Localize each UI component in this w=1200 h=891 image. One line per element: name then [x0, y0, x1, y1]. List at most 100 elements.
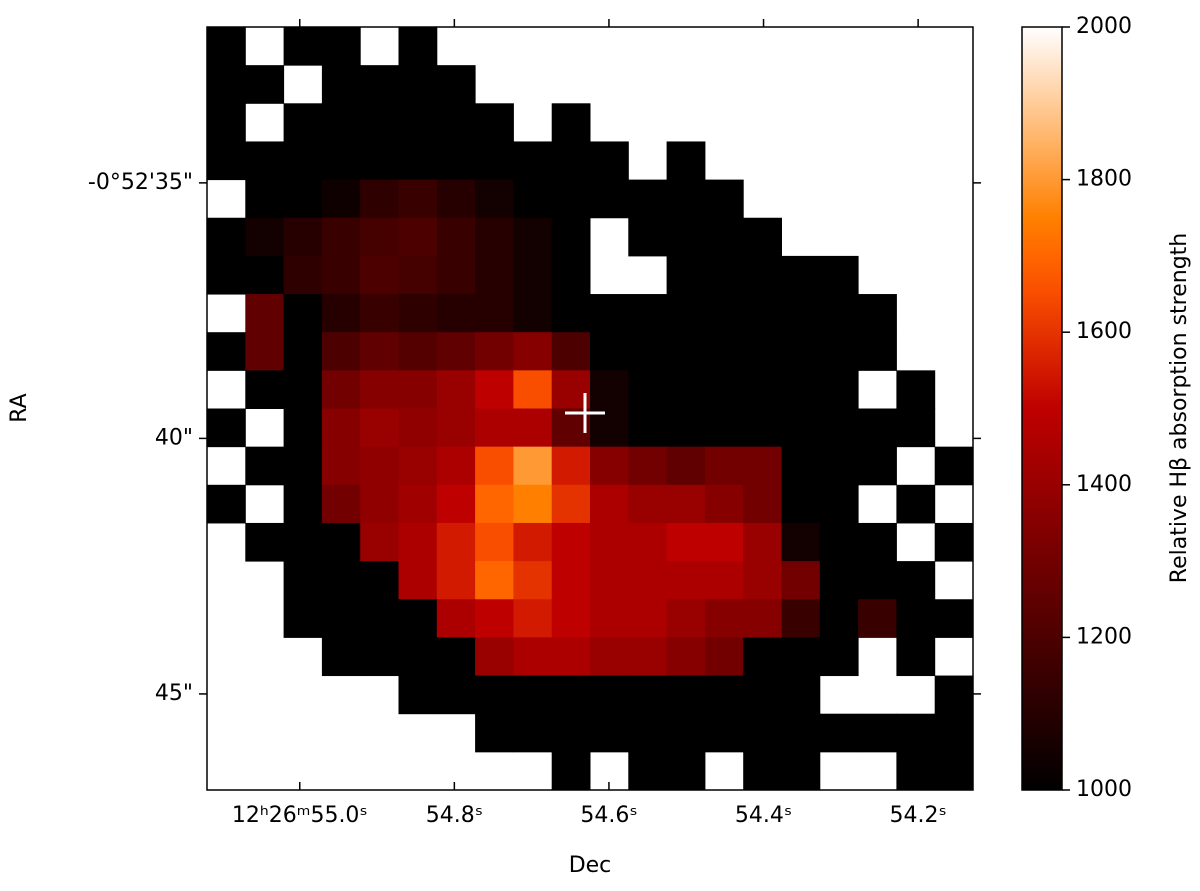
- heatmap-cell: [551, 103, 591, 142]
- heatmap-cell: [590, 370, 629, 409]
- heatmap-cell: [704, 217, 744, 257]
- heatmap-cell: [513, 141, 553, 181]
- heatmap-cell: [513, 484, 553, 524]
- heatmap-cell: [666, 599, 706, 638]
- heatmap-cell: [628, 332, 668, 371]
- heatmap-cell: [628, 179, 668, 219]
- heatmap-cell: [245, 332, 285, 371]
- heatmap-cell: [398, 408, 438, 448]
- heatmap-cell: [321, 446, 361, 486]
- x-tick-label: 54.4ˢ: [735, 803, 792, 828]
- heatmap-cell: [207, 332, 246, 371]
- heatmap-cell: [360, 255, 399, 295]
- heatmap-cell: [704, 522, 744, 562]
- heatmap-cell: [819, 408, 859, 448]
- heatmap-cell: [360, 637, 399, 677]
- heatmap-cell: [513, 217, 553, 257]
- heatmap-cell: [207, 141, 246, 181]
- heatmap-cell: [819, 561, 859, 600]
- heatmap-cell: [245, 294, 285, 333]
- heatmap-cell: [283, 599, 323, 638]
- heatmap-cell: [743, 599, 782, 638]
- heatmap-cell: [398, 561, 438, 600]
- colorbar-tick-label: 2000: [1076, 14, 1132, 39]
- heatmap-cell: [743, 561, 782, 600]
- heatmap-cell: [934, 446, 974, 486]
- heatmap-cell: [819, 713, 859, 753]
- heatmap-cell: [436, 141, 476, 181]
- heatmap-cell: [743, 255, 782, 295]
- heatmap-cell: [551, 141, 591, 181]
- heatmap-cell: [513, 637, 553, 677]
- heatmap-cell: [858, 446, 897, 486]
- heatmap-cell: [781, 446, 821, 486]
- heatmap-cell: [513, 179, 553, 219]
- heatmap-cell: [436, 370, 476, 409]
- heatmap-cell: [207, 103, 246, 142]
- heatmap-cell: [819, 599, 859, 638]
- heatmap-cell: [704, 370, 744, 409]
- center-marker: [565, 393, 605, 433]
- heatmap-cell: [283, 27, 323, 66]
- heatmap-cell: [743, 446, 782, 486]
- heatmap-cell: [551, 255, 591, 295]
- heatmap-cell: [475, 561, 514, 600]
- heatmap-cell: [398, 446, 438, 486]
- heatmap-cell: [360, 141, 399, 181]
- heatmap-cell: [398, 675, 438, 715]
- heatmap-cell: [628, 561, 668, 600]
- heatmap-cell: [896, 713, 936, 753]
- heatmap-cell: [743, 675, 782, 715]
- heatmap-cell: [398, 599, 438, 638]
- heatmap-cell: [551, 179, 591, 219]
- heatmap-cell: [321, 561, 361, 600]
- plot-frame: [206, 26, 974, 791]
- heatmap-cell: [666, 522, 706, 562]
- heatmap-cell: [283, 332, 323, 371]
- heatmap-cell: [321, 599, 361, 638]
- heatmap-cell: [513, 599, 553, 638]
- heatmap-cell: [628, 217, 668, 257]
- heatmap-cell: [590, 179, 629, 219]
- y-tick-label: 45": [155, 681, 193, 706]
- heatmap-cell: [398, 484, 438, 524]
- heatmap-cell: [207, 484, 246, 524]
- heatmap-cell: [321, 217, 361, 257]
- heatmap-cell: [321, 408, 361, 448]
- heatmap-cell: [360, 332, 399, 371]
- heatmap-cell: [398, 217, 438, 257]
- heatmap-cell: [704, 294, 744, 333]
- heatmap-cell: [436, 332, 476, 371]
- heatmap-cell: [704, 484, 744, 524]
- heatmap-cell: [245, 255, 285, 295]
- heatmap-cell: [475, 294, 514, 333]
- heatmap-cell: [743, 408, 782, 448]
- heatmap-cell: [475, 484, 514, 524]
- y-axis-label: RA: [7, 393, 32, 422]
- heatmap-cell: [666, 446, 706, 486]
- heatmap-cell: [590, 294, 629, 333]
- heatmap-cell: [321, 637, 361, 677]
- heatmap-cell: [819, 522, 859, 562]
- heatmap-cell: [360, 561, 399, 600]
- heatmap-cell: [360, 446, 399, 486]
- heatmap-cell: [475, 217, 514, 257]
- heatmap-cell: [475, 179, 514, 219]
- heatmap-cell: [283, 484, 323, 524]
- heatmap-cell: [551, 675, 591, 715]
- heatmap-cell: [743, 484, 782, 524]
- heatmap-cell: [436, 522, 476, 562]
- heatmap-cell: [513, 408, 553, 448]
- heatmap-cell: [436, 446, 476, 486]
- heatmap-cell: [245, 446, 285, 486]
- heatmap-cell: [513, 370, 553, 409]
- heatmap-cell: [743, 522, 782, 562]
- heatmap-cell: [590, 484, 629, 524]
- heatmap-cell: [781, 408, 821, 448]
- heatmap-cell: [207, 255, 246, 295]
- heatmap-cell: [475, 103, 514, 142]
- heatmap-cell: [628, 408, 668, 448]
- heatmap-cell: [398, 370, 438, 409]
- heatmap-cell: [321, 294, 361, 333]
